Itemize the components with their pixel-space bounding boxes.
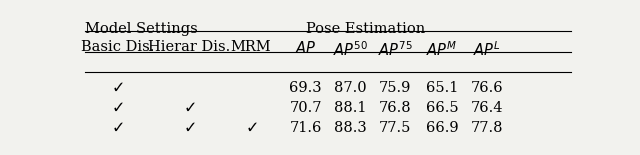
Text: $\checkmark$: $\checkmark$ (183, 119, 195, 136)
Text: 66.5: 66.5 (426, 100, 458, 115)
Text: 77.8: 77.8 (470, 121, 503, 135)
Text: Hierar Dis.: Hierar Dis. (148, 40, 230, 54)
Text: 66.9: 66.9 (426, 121, 458, 135)
Text: $\mathit{AP}^{\mathit{L}}$: $\mathit{AP}^{\mathit{L}}$ (473, 40, 500, 59)
Text: $\checkmark$: $\checkmark$ (111, 119, 124, 136)
Text: Pose Estimation: Pose Estimation (306, 22, 425, 36)
Text: MRM: MRM (231, 40, 271, 54)
Text: 76.4: 76.4 (470, 100, 503, 115)
Text: 71.6: 71.6 (289, 121, 322, 135)
Text: $\checkmark$: $\checkmark$ (183, 99, 195, 116)
Text: $\mathit{AP}^{\mathit{M}}$: $\mathit{AP}^{\mathit{M}}$ (426, 40, 458, 59)
Text: 76.6: 76.6 (470, 81, 503, 95)
Text: 70.7: 70.7 (289, 100, 322, 115)
Text: 87.0: 87.0 (334, 81, 367, 95)
Text: 88.3: 88.3 (334, 121, 367, 135)
Text: $\mathit{AP}$: $\mathit{AP}$ (295, 40, 316, 56)
Text: $\mathit{AP}^{\mathit{75}}$: $\mathit{AP}^{\mathit{75}}$ (378, 40, 412, 59)
Text: 88.1: 88.1 (334, 100, 367, 115)
Text: 77.5: 77.5 (379, 121, 411, 135)
Text: $\checkmark$: $\checkmark$ (244, 119, 257, 136)
Text: $\checkmark$: $\checkmark$ (111, 79, 124, 96)
Text: 65.1: 65.1 (426, 81, 458, 95)
Text: $\checkmark$: $\checkmark$ (111, 99, 124, 116)
Text: 75.9: 75.9 (379, 81, 411, 95)
Text: Model Settings: Model Settings (85, 22, 198, 36)
Text: $\mathit{AP}^{\mathit{50}}$: $\mathit{AP}^{\mathit{50}}$ (333, 40, 368, 59)
Text: 76.8: 76.8 (379, 100, 412, 115)
Text: Basic Dis.: Basic Dis. (81, 40, 154, 54)
Text: 69.3: 69.3 (289, 81, 322, 95)
